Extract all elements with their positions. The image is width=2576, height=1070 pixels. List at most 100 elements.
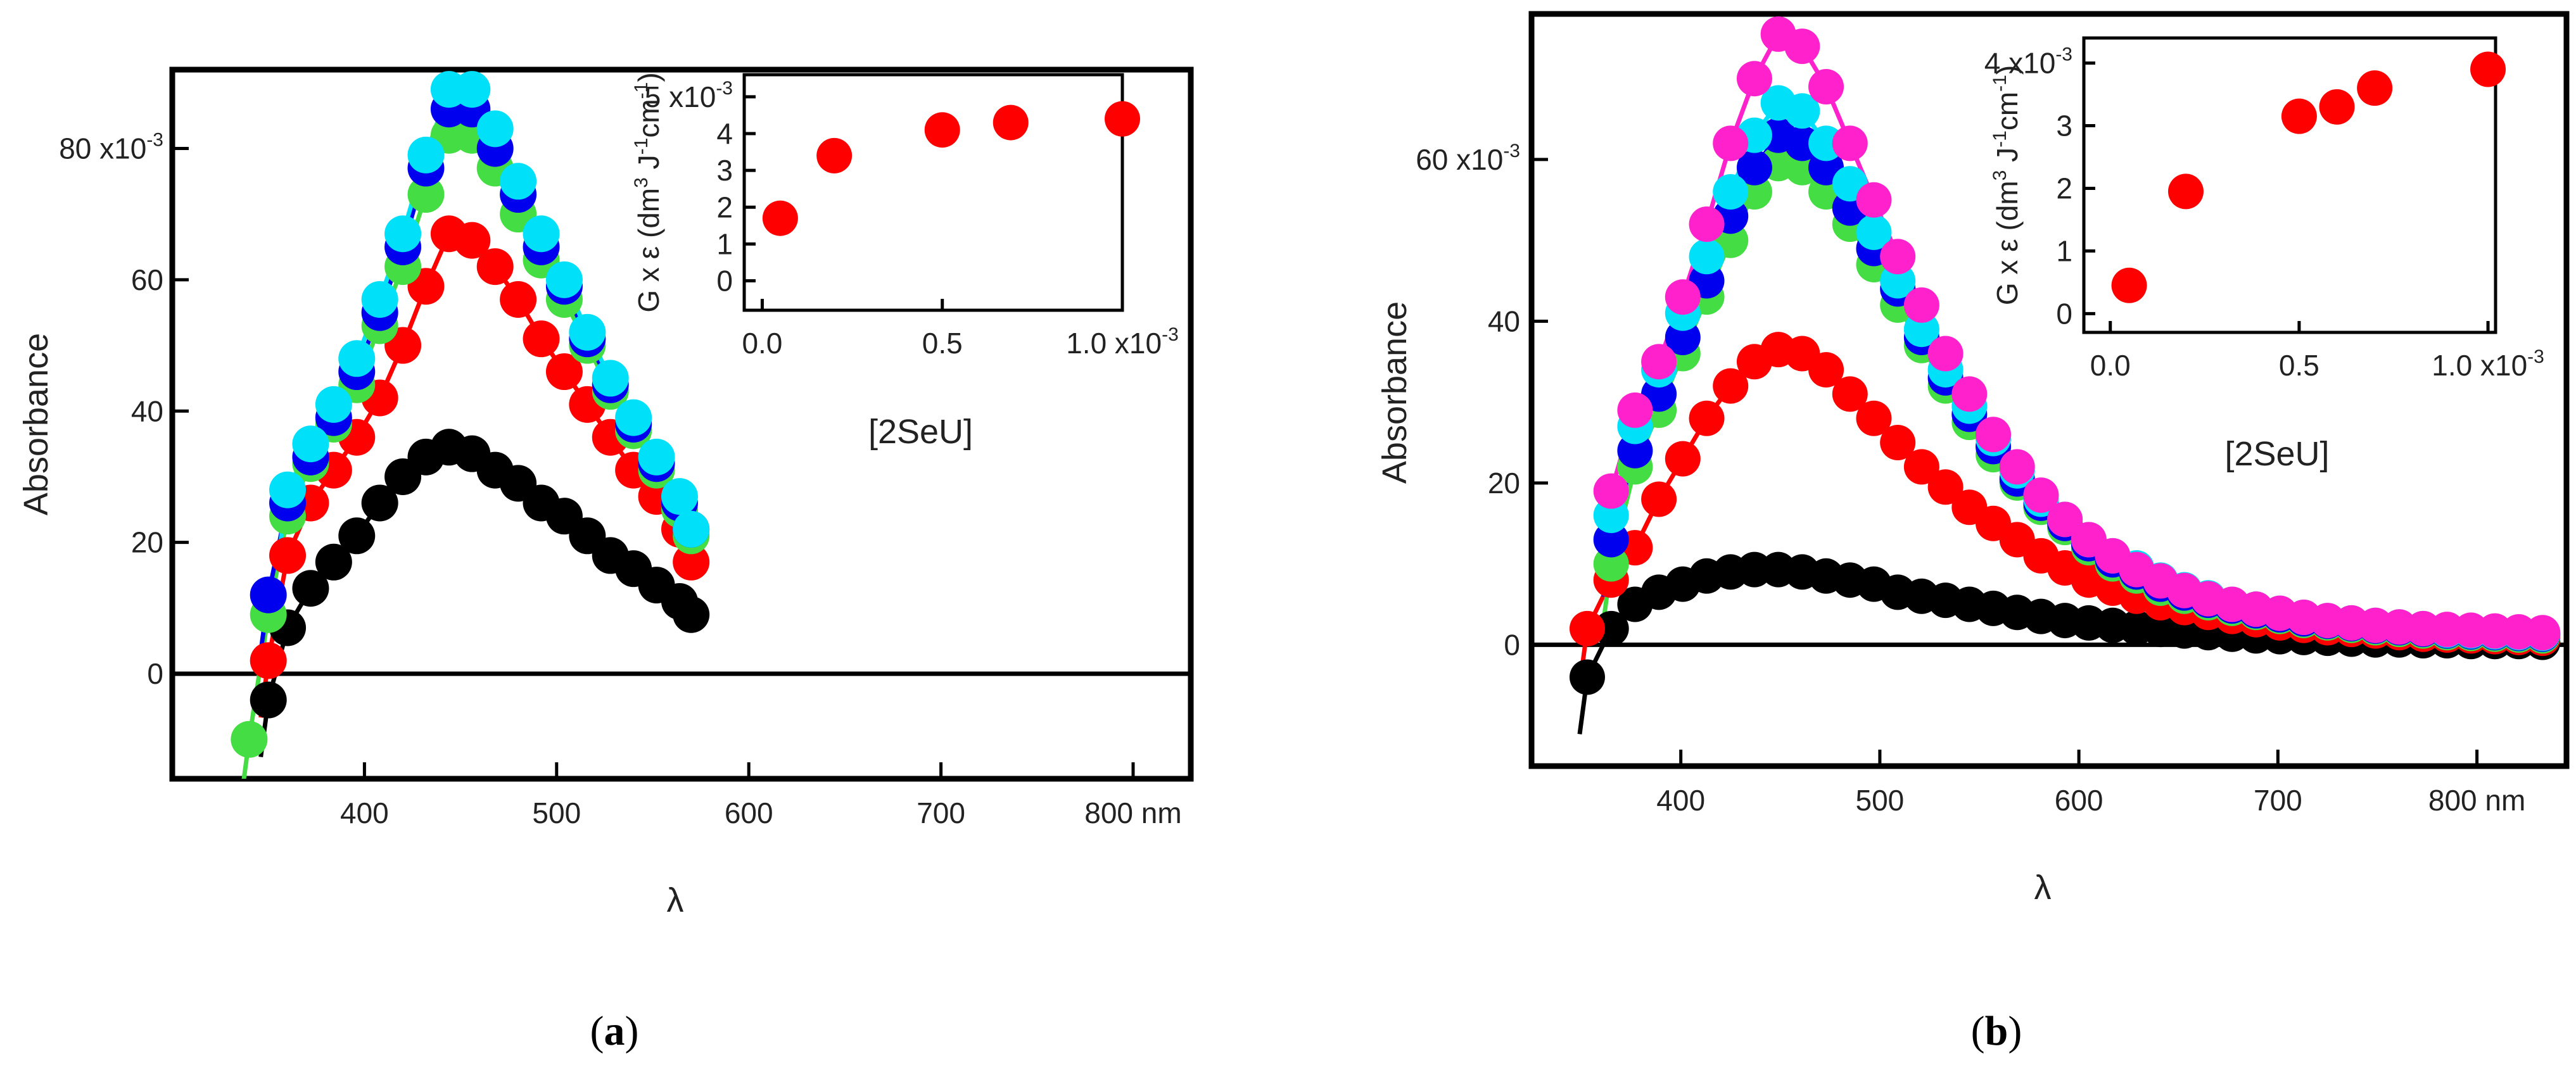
- inset-x-tick-label: 1.0 x10-3: [1066, 324, 1179, 360]
- data-point-red: [1569, 610, 1605, 646]
- inset-x-tick-label-sup: -3: [2527, 346, 2544, 367]
- data-point-magenta: [1951, 376, 1988, 412]
- inset-points: [762, 101, 1140, 236]
- x-tick-label: 800 nm: [2428, 784, 2525, 817]
- data-point-cyan: [384, 215, 422, 253]
- data-point-red: [269, 537, 307, 574]
- inset-y-tick-label-base: 2: [716, 191, 733, 223]
- inset-y-tick-label-base: 5 x10: [645, 80, 716, 113]
- y-tick-label-base: 40: [1488, 305, 1520, 337]
- inset-y-tick-label-base: 0: [2056, 297, 2072, 330]
- data-point-cyan: [523, 215, 560, 253]
- panel-b-label-letter: b: [1985, 1008, 2008, 1054]
- data-point-red: [454, 222, 491, 259]
- data-point-cyan: [1689, 239, 1725, 275]
- inset-y-tick-label-base: 3: [716, 154, 733, 187]
- x-tick-label: 500: [1856, 784, 1905, 817]
- data-point-cyan: [661, 478, 698, 515]
- x-tick-label: 400: [1656, 784, 1705, 817]
- inset-x-tick-label-base: 0.5: [922, 327, 963, 360]
- inset-y-axis-label-m1: J: [1991, 148, 2024, 170]
- data-point-cyan: [638, 438, 675, 475]
- inset-y-axis-label-s3: -1: [1989, 75, 2010, 92]
- data-point-cyan: [615, 399, 652, 436]
- series-cyan-points: [269, 71, 710, 548]
- panel-a-label-close: ): [625, 1008, 639, 1054]
- inset-x-tick-label: 0.0: [742, 327, 782, 360]
- y-tick-label: 60 x10-3: [1416, 141, 1520, 176]
- inset-y-axis-label-m1: J: [632, 154, 665, 177]
- data-point-magenta: [1641, 344, 1677, 380]
- inset-y-tick-label-base: 0: [716, 265, 733, 298]
- inset-y-tick-label-base: 1: [2056, 234, 2072, 267]
- data-point-cyan: [1713, 174, 1749, 210]
- data-point-blue: [1665, 319, 1701, 355]
- data-point-green: [1593, 546, 1629, 582]
- data-point-red: [1903, 449, 1939, 485]
- data-point-cyan: [338, 340, 376, 377]
- data-point-magenta: [1689, 206, 1725, 242]
- inset-y-tick-label-sup: -3: [2055, 44, 2072, 65]
- x-tick-label: 600: [2055, 784, 2103, 817]
- inset-y-tick-label: 2: [716, 191, 733, 223]
- data-point-black: [338, 517, 376, 555]
- data-point-red: [1832, 376, 1868, 412]
- inset-data-point: [924, 112, 960, 148]
- inset-y-tick-label: 0: [2056, 297, 2072, 330]
- inset-y-axis-label-m3: ): [632, 72, 665, 82]
- data-point-red: [1880, 425, 1916, 461]
- data-point-red: [476, 248, 514, 286]
- inset-y-tick-label-base: 3: [2056, 110, 2072, 142]
- inset-y-tick-label: 3: [2056, 110, 2072, 142]
- data-point-black: [315, 543, 352, 581]
- data-point-cyan: [407, 136, 445, 173]
- x-axis-label: λ: [667, 881, 684, 919]
- inset-x-tick-label-base: 0.0: [2090, 349, 2131, 382]
- data-point-red: [1927, 469, 1964, 505]
- data-point-red: [1808, 352, 1844, 388]
- inset-y-axis-label-s1: 3: [631, 177, 652, 188]
- inset-data-point: [2281, 98, 2317, 134]
- data-point-magenta: [1999, 449, 2035, 485]
- data-point-red: [545, 353, 583, 391]
- y-tick-label: 0: [1504, 628, 1520, 661]
- plot-area: [231, 71, 710, 779]
- data-point-red: [250, 642, 287, 679]
- data-point-cyan: [454, 71, 491, 108]
- data-point-cyan: [545, 261, 583, 298]
- inset-x-axis-label: [2SeU]: [868, 413, 973, 451]
- inset-y-tick-label-base: 4: [716, 117, 733, 150]
- y-axis-label: Absorbance: [1376, 301, 1414, 484]
- data-point-green: [231, 721, 268, 758]
- data-point-magenta: [1665, 279, 1701, 315]
- x-tick-label: 700: [2254, 784, 2302, 817]
- inset-y-tick-label: 5 x10-3: [645, 78, 733, 113]
- inset-points: [2111, 51, 2506, 303]
- y-tick-label-base: 0: [1504, 628, 1520, 661]
- inset-y-axis-label-main: G x ε (dm: [632, 188, 665, 313]
- y-tick-label: 20: [1488, 467, 1520, 500]
- x-tick-label: 800 nm: [1084, 796, 1181, 829]
- inset-y-axis-label-s3: -1: [631, 82, 652, 99]
- inset-data-point: [993, 104, 1029, 141]
- data-point-magenta: [2525, 615, 2561, 651]
- data-point-blue: [1736, 149, 1772, 186]
- y-tick-label-base: 0: [147, 657, 163, 690]
- inset-x-tick-label: 0.0: [2090, 349, 2131, 382]
- y-axis-label: Absorbance: [17, 333, 55, 515]
- data-point-red: [673, 543, 710, 581]
- inset-y-tick-label-base: 2: [2056, 172, 2072, 205]
- data-point-cyan: [292, 425, 329, 463]
- inset-y-tick-label: 2: [2056, 172, 2072, 205]
- panel-a-label: (a): [590, 1008, 639, 1054]
- data-point-cyan: [1856, 214, 1892, 250]
- x-tick-label: 700: [917, 796, 965, 829]
- data-point-cyan: [673, 510, 710, 548]
- y-tick-label-base: 20: [131, 526, 163, 559]
- data-point-red: [523, 320, 560, 358]
- inset-frame: [742, 73, 1124, 312]
